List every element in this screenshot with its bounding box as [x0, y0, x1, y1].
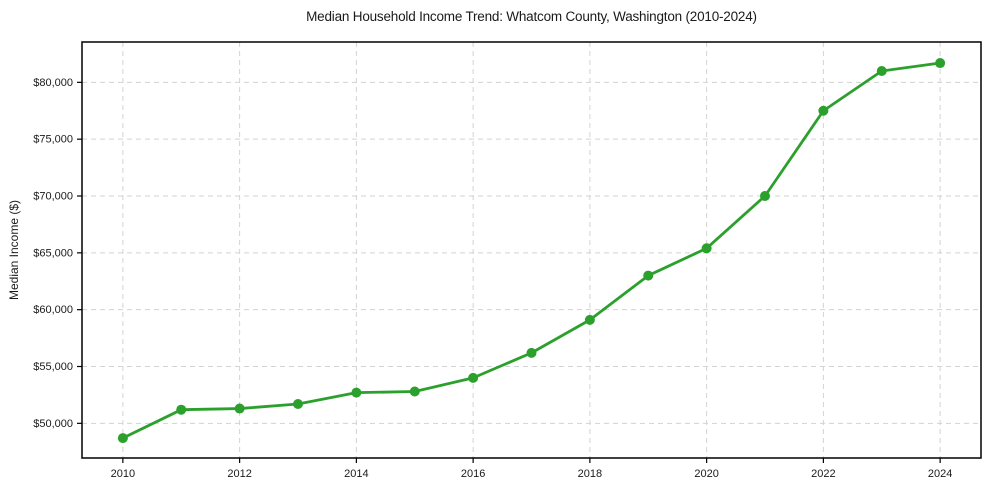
data-point-2012 [234, 403, 245, 414]
y-tick-label: $60,000 [33, 304, 73, 316]
data-point-2024 [935, 58, 946, 69]
y-tick-label: $55,000 [33, 361, 73, 373]
x-tick-label: 2012 [227, 468, 251, 480]
x-tick-label: 2022 [811, 468, 835, 480]
data-point-2013 [292, 399, 303, 410]
x-tick-label: 2014 [344, 468, 368, 480]
data-point-2020 [701, 243, 712, 254]
plot-border [81, 41, 982, 459]
y-tick-label: $65,000 [33, 247, 73, 259]
y-tick-label: $70,000 [33, 191, 73, 203]
data-point-2016 [468, 372, 479, 383]
data-point-2011 [176, 404, 187, 415]
chart-title: Median Household Income Trend: Whatcom C… [306, 9, 757, 24]
data-point-2023 [876, 65, 887, 76]
data-point-2017 [526, 347, 537, 358]
trend-line [121, 61, 942, 440]
data-point-2022 [818, 105, 829, 116]
y-tick-label: $75,000 [33, 134, 73, 146]
x-tick-label: 2018 [578, 468, 602, 480]
x-tick-label: 2016 [461, 468, 485, 480]
data-point-2021 [760, 191, 771, 202]
data-point-2018 [584, 314, 595, 325]
y-tick-label: $50,000 [33, 418, 73, 430]
data-point-2019 [643, 270, 654, 281]
x-tick-label: 2020 [694, 468, 718, 480]
data-point-2010 [117, 433, 128, 444]
data-point-2014 [351, 387, 362, 398]
data-point-2015 [409, 386, 420, 397]
y-tick-label: $80,000 [33, 77, 73, 89]
x-tick-label: 2010 [111, 468, 135, 480]
x-tick-label: 2024 [928, 468, 952, 480]
